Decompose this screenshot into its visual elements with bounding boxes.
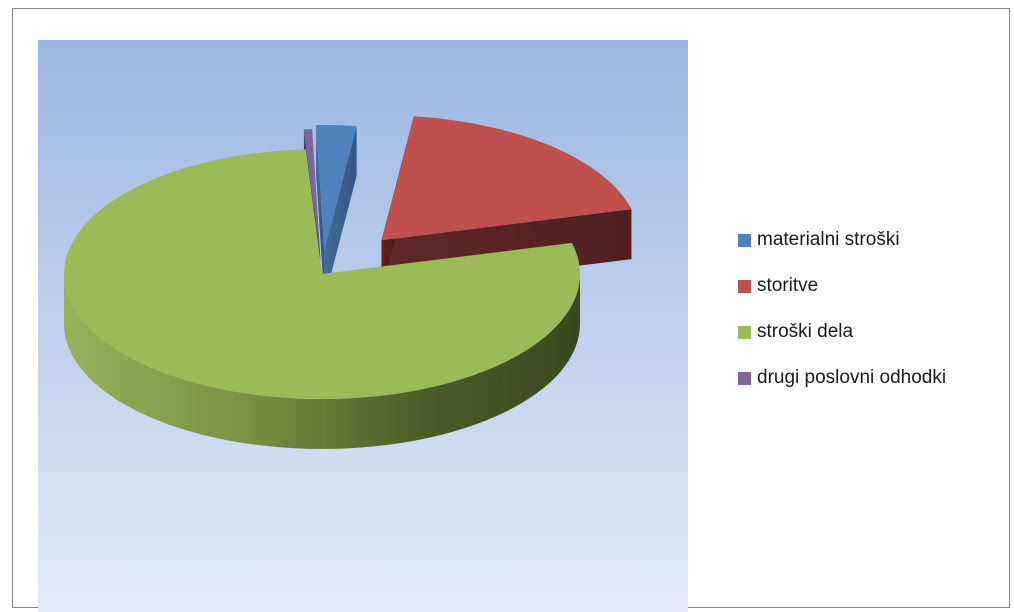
slice-top-face	[316, 125, 357, 251]
legend: materialni stroški storitve stroški dela dr…	[738, 228, 1008, 412]
legend-item: drugi poslovni odhodki	[738, 366, 1008, 390]
slice-stroški-dela	[64, 149, 580, 449]
legend-swatch	[738, 371, 751, 385]
slice-top-face	[64, 149, 580, 399]
slice-materialni-stroški	[316, 125, 357, 301]
slice-cut-face	[316, 125, 325, 301]
legend-label: storitve	[757, 275, 819, 296]
slice-top-face	[381, 116, 632, 241]
legend-swatch	[738, 325, 751, 339]
legend-item: stroški dela	[738, 320, 1008, 344]
slice-top-face	[303, 129, 321, 255]
legend-swatch	[738, 233, 751, 247]
legend-label: stroški dela	[757, 321, 854, 342]
slice-side-wall	[64, 274, 580, 449]
legend-item: storitve	[738, 274, 1008, 298]
slice-cut-face	[324, 126, 357, 301]
legend-swatch	[738, 279, 751, 293]
legend-label: materialni stroški	[757, 229, 900, 250]
legend-label: drugi poslovni odhodki	[757, 367, 947, 388]
legend-item: materialni stroški	[738, 228, 1008, 252]
